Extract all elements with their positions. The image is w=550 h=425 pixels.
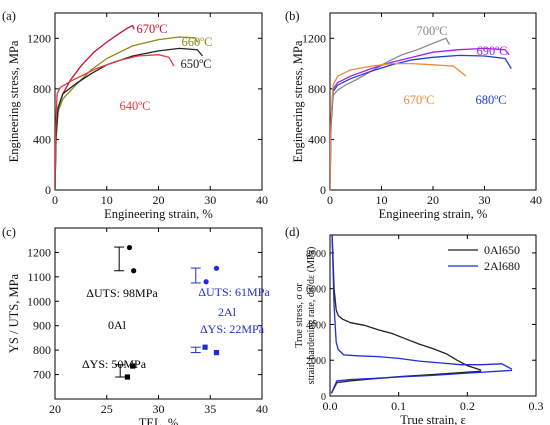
y-tick-label: 900 <box>33 319 51 333</box>
y-tick-label: 4000 <box>306 320 326 331</box>
x-tick-label: 0.1 <box>391 399 406 413</box>
x-tick-label: 40 <box>530 193 542 207</box>
data-point-square <box>202 344 208 350</box>
legend-label: 2Al680 <box>484 259 520 273</box>
panel-label: (a) <box>2 9 16 23</box>
y-tick-label: 700 <box>33 368 51 382</box>
x-tick-label: 30 <box>153 402 165 416</box>
y-tick-label: 800 <box>308 82 326 96</box>
y-tick-label: 400 <box>33 132 51 146</box>
x-axis-label: Engineering strain, % <box>104 207 213 221</box>
y-axis-label-line: True stress, σ or <box>294 283 305 348</box>
y-tick-label: 800 <box>33 343 51 357</box>
y-axis-label: YS / UTS, MPa <box>7 273 21 353</box>
x-tick-label: 0.0 <box>323 399 338 413</box>
x-tick-label: 40 <box>256 193 268 207</box>
x-tick-label: 20 <box>427 193 439 207</box>
x-tick-label: 30 <box>479 193 491 207</box>
y-axis-label-line: strain hardening rate, dσ/dε (MPa) <box>306 247 317 385</box>
y-tick-label: 1200 <box>302 31 326 45</box>
x-axis-label: True strain, ε <box>400 413 466 425</box>
series-line-650c-2 <box>55 47 204 190</box>
series-line-2al680-3 <box>330 369 513 394</box>
y-tick-label: 1200 <box>27 31 51 45</box>
x-tick-label: 10 <box>101 193 113 207</box>
series-line-690c-1 <box>330 47 510 190</box>
x-tick-label: 35 <box>204 402 216 416</box>
series-line-660c-1 <box>55 36 199 190</box>
data-point-square <box>213 349 220 356</box>
delta-annotation: 2Al <box>218 305 237 319</box>
panel-label: (b) <box>285 9 300 23</box>
delta-annotation: ΔUTS: 61MPa <box>198 285 270 299</box>
x-tick-label: 30 <box>204 193 216 207</box>
y-tick-label: 1100 <box>27 270 51 284</box>
legend-label: 0Al650 <box>484 243 520 257</box>
y-tick-label: 2000 <box>306 356 326 367</box>
x-tick-label: 0 <box>52 193 58 207</box>
y-tick-label: 0 <box>321 392 326 403</box>
curve-label: 670ºC <box>404 93 435 107</box>
curve-label: 660ºC <box>182 35 213 49</box>
panel-d: (d) 0.0 0.1 0.2 0.3 0 2000 4000 6000 8000 True str… <box>285 225 544 425</box>
series-line-670c-3 <box>330 62 467 190</box>
curve-label: 670ºC <box>137 22 168 36</box>
data-point-circle <box>203 279 209 285</box>
y-tick-label: 0 <box>320 183 326 197</box>
delta-annotation: ΔYS: 50MPa <box>82 357 147 371</box>
y-axis-label: Engineering stress, MPa <box>291 40 305 162</box>
plot-frame <box>329 234 537 397</box>
y-tick-label: 0 <box>45 183 51 197</box>
curve-label: 640ºC <box>120 99 151 113</box>
panel-label: (d) <box>285 225 300 239</box>
x-tick-label: 40 <box>256 402 268 416</box>
delta-annotation: ΔYS: 22MPa <box>200 322 265 336</box>
panel-c: (c) 20 25 30 35 40 700 800 900 1000 1100 1200 TEL, %… <box>2 225 270 425</box>
y-tick-label: 8000 <box>306 249 326 260</box>
x-axis-label: TEL, % <box>139 416 179 425</box>
x-tick-label: 25 <box>101 402 113 416</box>
x-tick-label: 20 <box>153 193 165 207</box>
x-tick-label: 0.2 <box>460 399 475 413</box>
series-line-640c-3 <box>55 54 175 190</box>
x-tick-label: 20 <box>49 402 61 416</box>
curve-label: 700ºC <box>417 24 448 38</box>
y-tick-label: 6000 <box>306 285 326 296</box>
y-tick-label: 400 <box>308 132 326 146</box>
data-point-circle <box>213 265 220 271</box>
data-point-circle <box>126 244 133 251</box>
curve-label: 690ºC <box>477 44 508 58</box>
series-line-0al650-0 <box>331 235 482 371</box>
x-tick-label: 0 <box>327 193 333 207</box>
curve-label: 650ºC <box>181 57 212 71</box>
x-tick-label: 10 <box>376 193 388 207</box>
y-tick-label: 1200 <box>27 245 51 259</box>
x-tick-label: 0.3 <box>529 399 544 413</box>
data-point-square <box>130 363 136 369</box>
curve-label: 680ºC <box>476 93 507 107</box>
delta-annotation: 0Al <box>108 318 127 332</box>
y-tick-label: 800 <box>33 82 51 96</box>
series-line-680c-2 <box>330 54 512 190</box>
panel-label: (c) <box>2 225 16 239</box>
data-point-circle <box>131 268 137 274</box>
series-line-2al680-2 <box>331 235 513 370</box>
series-line-700c-0 <box>330 37 451 190</box>
y-axis-label: Engineering stress, MPa <box>7 40 21 162</box>
y-tick-label: 1000 <box>27 294 51 308</box>
data-point-square <box>124 374 131 380</box>
x-axis-label: Engineering strain, % <box>379 207 488 221</box>
delta-annotation: ΔUTS: 98MPa <box>86 286 158 300</box>
series-line-0al650-1 <box>330 370 482 394</box>
